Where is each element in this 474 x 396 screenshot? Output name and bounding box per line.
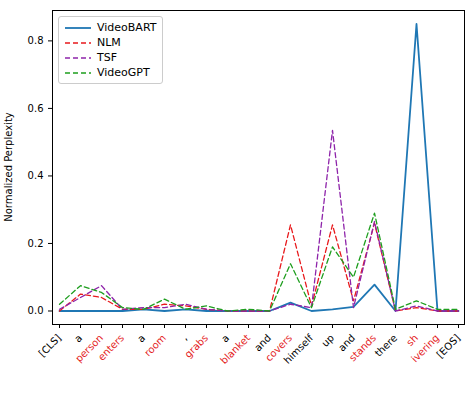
svg-text:Normalized Perplexity: Normalized Perplexity <box>3 112 14 222</box>
svg-text:person: person <box>73 332 106 365</box>
svg-text:room: room <box>142 332 168 358</box>
svg-text:sh: sh <box>404 332 420 348</box>
svg-text:0.0: 0.0 <box>28 305 44 316</box>
svg-text:,: , <box>179 332 189 342</box>
svg-text:[CLS]: [CLS] <box>37 332 64 359</box>
svg-text:0.2: 0.2 <box>28 238 44 249</box>
svg-text:up: up <box>319 332 336 349</box>
svg-text:covers: covers <box>263 332 295 364</box>
svg-text:enters: enters <box>96 332 126 362</box>
svg-text:0.8: 0.8 <box>28 35 44 46</box>
svg-text:0.4: 0.4 <box>28 170 44 181</box>
html-text:VideoBART: VideoBART <box>97 21 157 34</box>
svg-text:a: a <box>219 332 231 344</box>
html-text:VideoGPT: VideoGPT <box>97 66 150 79</box>
svg-text:stands: stands <box>347 332 378 363</box>
svg-text:[EOS]: [EOS] <box>434 332 462 360</box>
html-text:NLM: NLM <box>97 36 121 49</box>
svg-text:ivering: ivering <box>409 332 441 364</box>
svg-text:a: a <box>135 332 147 344</box>
svg-text:grabs: grabs <box>182 332 210 360</box>
svg-text:and: and <box>252 332 274 354</box>
svg-text:0.6: 0.6 <box>28 103 44 114</box>
svg-text:blanket: blanket <box>218 332 252 366</box>
svg-text:a: a <box>72 332 84 344</box>
svg-text:himself: himself <box>282 332 316 366</box>
svg-text:there: there <box>373 332 399 358</box>
html-text:TSF: TSF <box>97 51 117 64</box>
